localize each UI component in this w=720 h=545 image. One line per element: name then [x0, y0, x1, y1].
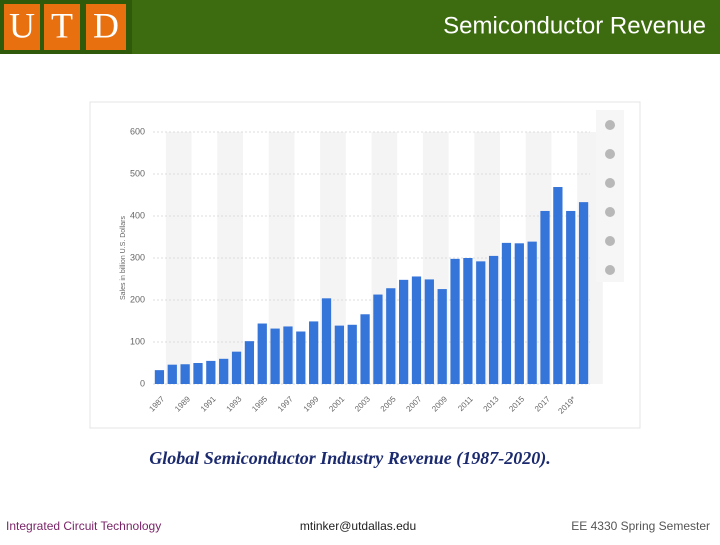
logo-letter: D: [93, 5, 119, 45]
y-tick-label: 300: [130, 252, 145, 262]
bar: [488, 255, 499, 384]
bar: [540, 210, 550, 384]
bar: [450, 258, 460, 384]
icon[interactable]: [605, 236, 615, 246]
y-tick-label: 0: [140, 378, 145, 388]
bar: [296, 331, 306, 384]
bar: [244, 341, 255, 384]
logo-box: [44, 4, 80, 50]
bar: [321, 298, 332, 384]
bar: [283, 326, 293, 384]
bar: [514, 243, 524, 384]
y-tick-label: 400: [130, 210, 145, 220]
bar: [167, 364, 177, 384]
bar: [386, 288, 396, 384]
bar: [193, 363, 203, 384]
bar: [180, 364, 190, 384]
sidebar: [596, 110, 624, 282]
logo-letter: U: [9, 5, 35, 45]
bar: [154, 370, 165, 384]
bar: [206, 360, 216, 384]
y-axis-label: Sales in billion U.S. Dollars: [120, 215, 127, 300]
bar: [334, 325, 344, 384]
y-tick-label: 600: [130, 126, 145, 136]
bar: [437, 289, 447, 384]
footer-right: EE 4330 Spring Semester: [571, 519, 710, 533]
bar: [553, 187, 563, 384]
bar: [257, 323, 267, 384]
bar: [411, 276, 422, 384]
bar: [527, 241, 537, 384]
slide-title: Semiconductor Revenue: [443, 12, 706, 39]
icon[interactable]: [605, 265, 615, 275]
bar: [219, 358, 229, 384]
bar: [347, 324, 357, 384]
y-tick-label: 100: [130, 336, 145, 346]
logo-letter: T: [51, 5, 73, 45]
icon[interactable]: [605, 207, 615, 217]
bar: [578, 202, 589, 384]
bar: [270, 328, 280, 384]
logo-box: [4, 4, 40, 50]
footer-center: mtinker@utdallas.edu: [300, 519, 416, 533]
bar: [463, 258, 473, 384]
y-tick-label: 200: [130, 294, 145, 304]
bar: [476, 261, 486, 384]
sidebar-back: [596, 110, 624, 282]
caption: Global Semiconductor Industry Revenue (1…: [149, 448, 551, 469]
icon[interactable]: [605, 178, 615, 188]
bar: [566, 210, 576, 384]
bar: [501, 242, 512, 384]
footer-left: Integrated Circuit Technology: [6, 519, 161, 533]
bar: [360, 314, 370, 384]
icon[interactable]: [605, 120, 615, 130]
bar: [231, 351, 242, 384]
logo-box: [86, 4, 126, 50]
bar: [424, 279, 434, 384]
icon[interactable]: [605, 149, 615, 159]
y-tick-label: 500: [130, 168, 145, 178]
bar: [373, 294, 383, 384]
bar: [399, 279, 409, 384]
bar: [309, 321, 319, 384]
